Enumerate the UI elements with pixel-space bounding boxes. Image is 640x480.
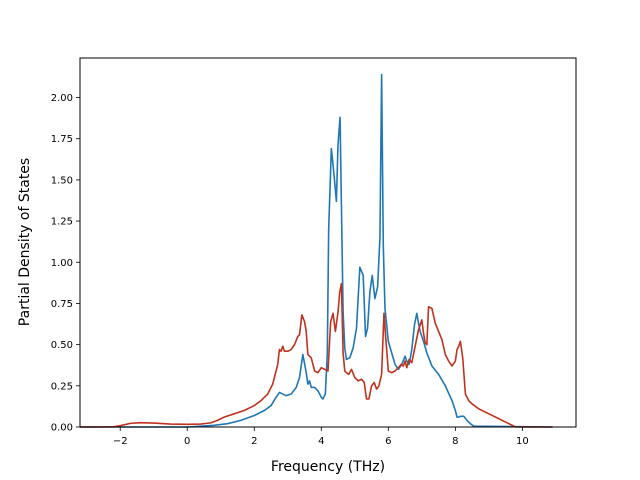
- y-tick-label: 0.25: [51, 381, 73, 392]
- series-line-1: [80, 73, 553, 428]
- x-tick-label: 2: [251, 436, 257, 447]
- x-tick-label: 8: [452, 436, 458, 447]
- y-tick-label: 0.75: [51, 299, 73, 310]
- plot-frame: [79, 57, 577, 428]
- x-tick-label: 10: [516, 436, 529, 447]
- x-axis-ticks: −2 0 2 4 6 8 10: [113, 427, 529, 447]
- x-axis-label: Frequency (THz): [271, 459, 385, 475]
- y-tick-label: 0.00: [51, 423, 73, 434]
- y-tick-label: 1.75: [51, 134, 73, 145]
- x-tick-label: 0: [184, 436, 190, 447]
- x-tick-label: −2: [113, 436, 128, 447]
- y-tick-label: 2.00: [51, 93, 73, 104]
- series-layer: [79, 73, 553, 428]
- x-tick-label: 4: [318, 436, 324, 447]
- y-tick-label: 1.25: [51, 217, 73, 228]
- y-axis-ticks: 0.00 0.25 0.50 0.75 1.00 1.25 1.50 1.75 2.00: [51, 93, 80, 434]
- x-tick-label: 6: [385, 436, 391, 447]
- y-tick-label: 1.50: [51, 175, 73, 186]
- series-line-2: [79, 282, 553, 428]
- y-tick-label: 1.00: [51, 258, 73, 269]
- y-tick-label: 0.50: [51, 340, 73, 351]
- y-axis-label: Partial Density of States: [17, 158, 33, 326]
